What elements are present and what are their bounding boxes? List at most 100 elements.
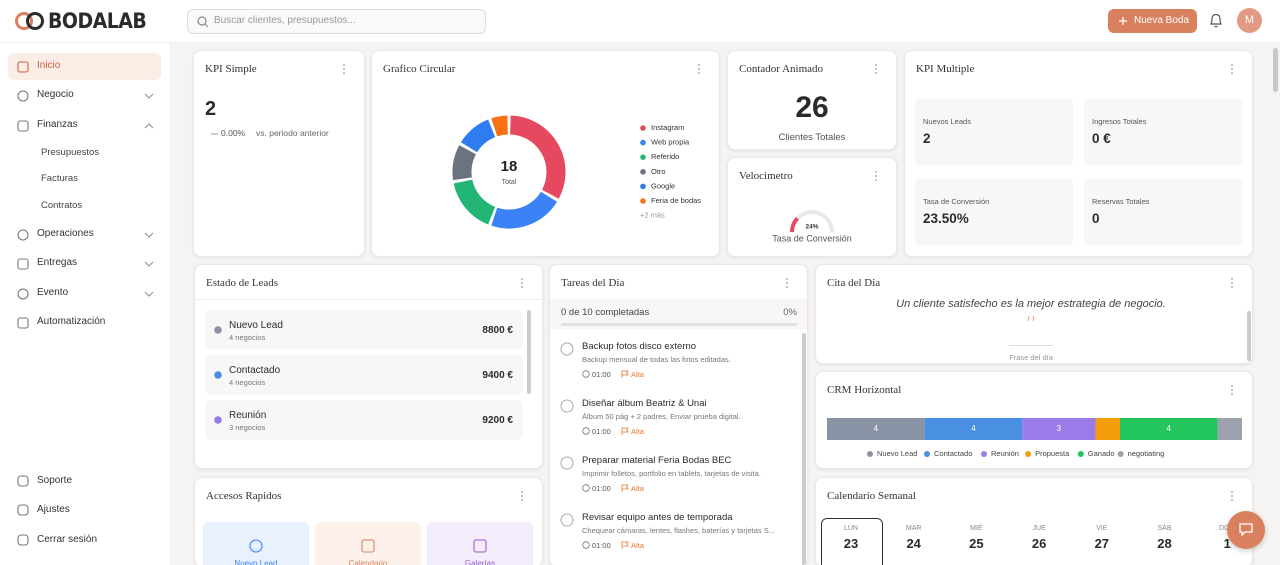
- lead-count: 4 negocios: [229, 333, 266, 342]
- nav-subitem[interactable]: Contratos: [41, 200, 83, 211]
- day-name[interactable]: MAR: [905, 525, 922, 532]
- legend-more: +2 más: [640, 211, 665, 220]
- task-title[interactable]: Preparar material Feria Bodas BEC: [582, 455, 732, 466]
- nav-label: Inicio: [37, 60, 61, 71]
- nav-subitem[interactable]: Facturas: [41, 173, 78, 184]
- day-number[interactable]: 26: [1031, 536, 1047, 551]
- nav-icon-shape: [17, 258, 29, 270]
- day-number[interactable]: 1: [1223, 536, 1231, 551]
- quick-access-tile[interactable]: Nuevo Lead: [203, 522, 309, 565]
- task-checkbox: [560, 399, 574, 413]
- nav-label[interactable]: Soporte: [37, 475, 73, 486]
- nav-icon-shape: [17, 317, 29, 329]
- nav-icon-shape: [17, 90, 29, 102]
- nav-icon: [17, 61, 29, 73]
- day-number[interactable]: 25: [969, 536, 984, 551]
- nav-icon: [17, 475, 29, 487]
- dot: [698, 68, 700, 70]
- task-title[interactable]: Diseñar álbum Beatriz & Unai: [582, 398, 707, 409]
- legend-label: Otro: [651, 167, 666, 176]
- card: Contador Animado 26 Clientes Totales: [727, 50, 897, 150]
- dot: [1231, 278, 1233, 280]
- day-number[interactable]: 23: [843, 536, 859, 551]
- lead-name: Reunión: [229, 410, 267, 421]
- day-name[interactable]: MIÉ: [970, 525, 983, 532]
- lead-count: 3 negocios: [229, 423, 266, 432]
- check-circle: [560, 342, 574, 356]
- legend-swatch: [981, 451, 987, 457]
- nav-icon: [17, 90, 29, 102]
- chevron: [144, 291, 154, 297]
- lead-count: 4 negocios: [229, 378, 266, 387]
- card: Grafico Circular 18 Total Instagram Web prop…: [371, 50, 720, 257]
- new-wedding-button[interactable]: Nueva Boda: [1108, 9, 1197, 33]
- nav-item[interactable]: Operaciones: [8, 221, 161, 248]
- nav-subitem[interactable]: Presupuestos: [41, 147, 100, 158]
- legend-swatch: [640, 198, 646, 204]
- dot: [786, 278, 788, 280]
- day-name[interactable]: SÁB: [1157, 525, 1172, 532]
- donut-segment: [460, 119, 496, 153]
- quote-stroke: [1032, 315, 1035, 322]
- search-box[interactable]: Buscar clientes, presupuestos...: [187, 9, 486, 34]
- avatar[interactable]: M: [1237, 8, 1262, 33]
- dot: [1231, 286, 1233, 288]
- task-title[interactable]: Backup fotos disco externo: [582, 341, 697, 352]
- card-title: Tareas del Dia: [561, 277, 625, 289]
- quote-divider: [1009, 345, 1053, 346]
- dot: [1231, 393, 1233, 395]
- scrollbar-thumb: [1247, 311, 1251, 361]
- gauge-caption: Tasa de Conversión: [772, 233, 852, 243]
- card: KPI Simple 2 0.00% vs. periodo anterior: [193, 50, 365, 257]
- gauge-chart: 24% Tasa de Conversión: [772, 210, 852, 243]
- chevron: [144, 123, 154, 129]
- day-number[interactable]: 28: [1157, 536, 1172, 551]
- quick-access-tile[interactable]: Galerías: [427, 522, 533, 565]
- check-circle: [560, 513, 574, 527]
- bell-icon: [1210, 13, 1222, 28]
- donut-segment: [491, 115, 509, 137]
- card-title: Grafico Circular: [383, 63, 456, 75]
- quote-stroke: [1027, 315, 1030, 322]
- task-desc: Backup mensual de todas las fotos editad…: [582, 355, 731, 364]
- day-number[interactable]: 24: [906, 536, 921, 551]
- check-circle: [560, 399, 574, 413]
- nav-item[interactable]: Evento: [8, 280, 161, 307]
- progress-text: 0 de 10 completadas: [561, 307, 650, 318]
- nav-item[interactable]: Finanzas: [8, 112, 161, 139]
- dot: [1231, 64, 1233, 66]
- handle: [204, 23, 209, 28]
- kpi-label: Tasa de Conversión: [923, 197, 990, 206]
- kpi-box: Tasa de Conversión 23.50%: [915, 178, 1073, 246]
- nav-icon-shape: [17, 534, 29, 546]
- lead-row[interactable]: Contactado 4 negocios 9400 €: [205, 355, 523, 395]
- button-label: Nueva Boda: [1134, 15, 1190, 26]
- sidebar: Inicio Negocio Finanzas Operaciones Entregas…: [0, 43, 171, 565]
- selected-day: [821, 518, 883, 565]
- card: KPI Multiple Nuevos Leads 2 Ingresos Totale…: [904, 50, 1253, 257]
- lead-row[interactable]: Nuevo Lead 4 negocios 8800 €: [205, 310, 523, 350]
- lead-row[interactable]: Reunión 3 negocios 9200 €: [205, 400, 523, 440]
- chat-bubble: [1239, 523, 1253, 537]
- nav-icon: [17, 258, 29, 270]
- day-name[interactable]: VIE: [1096, 525, 1108, 532]
- kpi-box: Ingresos Totales 0 €: [1084, 98, 1242, 166]
- nav-item[interactable]: Inicio: [8, 53, 161, 80]
- nav-item[interactable]: Negocio: [8, 82, 161, 109]
- nav-label[interactable]: Ajustes: [37, 504, 70, 515]
- day-name[interactable]: LUN: [843, 525, 858, 532]
- day-number[interactable]: 27: [1094, 536, 1110, 551]
- dot: [698, 72, 700, 74]
- quick-access-tile[interactable]: Calendario: [315, 522, 421, 565]
- nav-label[interactable]: Cerrar sesión: [37, 534, 98, 545]
- card: Calendario Semanal LUN 23 MAR 24 MIÉ 25 JUE 26 VI…: [815, 477, 1253, 565]
- chat-button[interactable]: [1227, 511, 1265, 549]
- menu-dots: [875, 64, 877, 74]
- chevron-line: [144, 93, 154, 99]
- nav-item[interactable]: Entregas: [8, 250, 161, 277]
- day-name[interactable]: JUE: [1032, 525, 1046, 532]
- task-time: 01:00: [592, 541, 611, 550]
- nav-item[interactable]: Automatización: [8, 309, 161, 336]
- task-title[interactable]: Revisar equipo antes de temporada: [582, 512, 733, 523]
